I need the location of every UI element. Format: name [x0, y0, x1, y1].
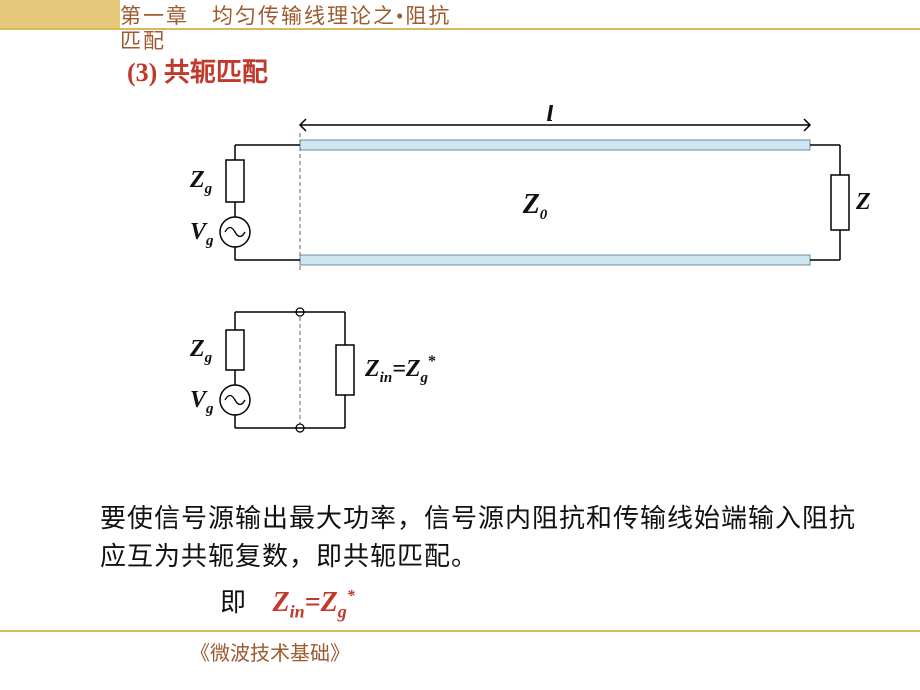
equiv-circuit: Zg Vg Zin=Zg* — [189, 308, 436, 432]
svg-text:Vg: Vg — [190, 219, 214, 249]
footer-text: 《微波技术基础》 — [190, 637, 350, 666]
body-text: 要使信号源输出最大功率，信号源内阻抗和传输线始端输入阻抗应互为共轭复数，即共轭匹… — [100, 500, 860, 575]
zl-label: Zl — [855, 189, 870, 219]
svg-text:Zg: Zg — [189, 167, 213, 197]
tline-top — [300, 140, 810, 150]
conclusion-equation: 即 Zin=Zg* — [220, 582, 355, 623]
zin-label: Zin=Zg* — [364, 353, 436, 386]
length-label: l — [546, 105, 554, 127]
eq-formula: Zin=Zg* — [273, 587, 355, 618]
svg-text:Vg: Vg — [190, 387, 214, 417]
eq-prefix: 即 — [220, 588, 246, 617]
chapter-title: 第一章 均匀传输线理论之•阻抗匹配 — [120, 4, 460, 54]
zl-resistor — [831, 175, 849, 230]
section-title: (3) 共轭匹配 — [127, 52, 268, 89]
circuit-diagram: l Zg Vg Z0 Zl Zg Vg — [170, 105, 870, 465]
svg-text:Zg: Zg — [189, 336, 213, 366]
z0-label: Z0 — [522, 189, 548, 223]
tline-bottom — [300, 255, 810, 265]
top-accent-bar — [0, 0, 120, 28]
zg-resistor — [226, 160, 244, 202]
zin-resistor — [336, 345, 354, 395]
footer-divider — [0, 630, 920, 632]
